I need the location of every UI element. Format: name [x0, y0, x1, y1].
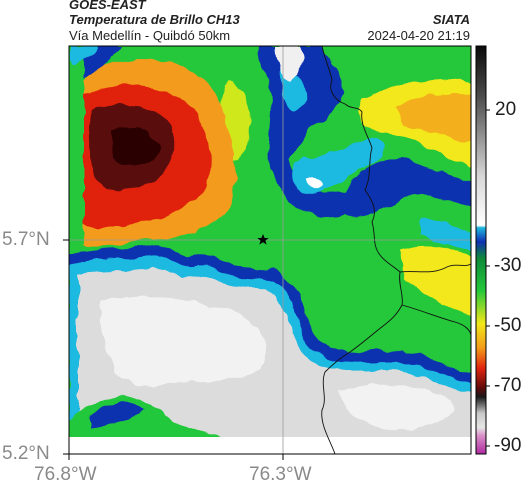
- title-line-1: GOES-EAST: [69, 0, 146, 12]
- star-marker: [257, 234, 269, 245]
- blue-patch-sw: [90, 403, 145, 428]
- cb-label-minus30: -30: [494, 255, 522, 276]
- cyan-patch-se: [420, 218, 470, 250]
- light-gray-patch-se: [340, 384, 453, 430]
- xtick-label-76-8w: 76.8°W: [34, 464, 97, 485]
- map-frame: [68, 45, 472, 455]
- orange-patch-east: [395, 93, 471, 144]
- brand-label: SIATA: [432, 12, 470, 27]
- datetime-label: 2024-04-20 21:19: [367, 28, 470, 43]
- darkest-core: [110, 126, 160, 165]
- title-line-2: Temperatura de Brillo CH13: [69, 12, 240, 27]
- cb-label-minus90: -90: [494, 435, 522, 456]
- cb-label-minus50: -50: [494, 315, 522, 336]
- colorbar-scale: [475, 45, 487, 455]
- yellow-patch-se: [400, 245, 471, 317]
- cold-band: [259, 46, 471, 218]
- light-gray-patch: [100, 295, 266, 386]
- cloud-field: [69, 46, 471, 454]
- white-core: [305, 177, 324, 190]
- cyan-patch-nw: [72, 46, 100, 66]
- subtitle: Vía Medellín - Quibdó 50km: [69, 28, 231, 43]
- department-border-east: [399, 263, 471, 273]
- cb-label-20: 20: [495, 99, 517, 120]
- department-border: [321, 46, 403, 454]
- cb-label-minus70: -70: [494, 375, 522, 396]
- department-border-se: [401, 304, 471, 336]
- ytick-label-5-7n: 5.7°N: [2, 229, 50, 250]
- white-patch-north: [275, 46, 302, 80]
- ytick-label-5-2n: 5.2°N: [2, 443, 50, 464]
- no-data-strip: [69, 437, 471, 454]
- xtick-label-76-3w: 76.3°W: [249, 464, 312, 485]
